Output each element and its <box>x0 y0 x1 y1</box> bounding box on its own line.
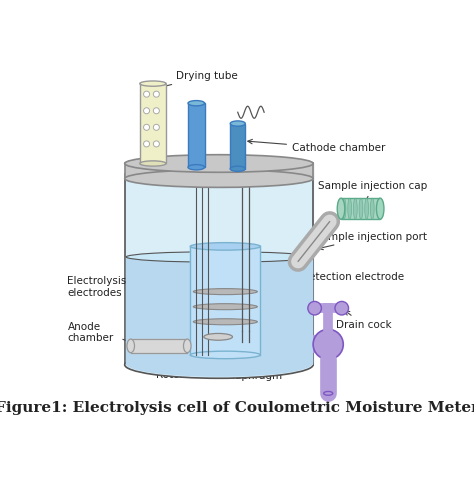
Ellipse shape <box>140 161 166 166</box>
Circle shape <box>144 124 150 130</box>
Circle shape <box>144 108 150 114</box>
Circle shape <box>154 141 159 147</box>
Ellipse shape <box>376 198 384 219</box>
Text: Cathode chamber: Cathode chamber <box>248 139 385 154</box>
Ellipse shape <box>190 242 260 250</box>
Text: Detection electrode: Detection electrode <box>254 271 404 285</box>
Text: Drying tube: Drying tube <box>161 71 237 88</box>
Ellipse shape <box>359 198 363 219</box>
Polygon shape <box>188 103 205 167</box>
Ellipse shape <box>190 351 260 359</box>
Ellipse shape <box>126 351 311 377</box>
Ellipse shape <box>337 198 345 219</box>
Ellipse shape <box>354 198 357 219</box>
Polygon shape <box>140 84 166 164</box>
Text: Sample injection cap: Sample injection cap <box>319 181 428 217</box>
Text: Electrolysis
electrodes: Electrolysis electrodes <box>67 276 127 298</box>
Text: Drain cock: Drain cock <box>336 311 392 330</box>
Ellipse shape <box>342 198 346 219</box>
Ellipse shape <box>125 351 313 378</box>
Ellipse shape <box>125 155 313 172</box>
Ellipse shape <box>125 170 313 187</box>
Text: Rotor: Rotor <box>156 369 184 380</box>
Ellipse shape <box>193 304 257 310</box>
Ellipse shape <box>183 339 191 353</box>
Text: Figure1: Electrolysis cell of Coulometric Moisture Meter: Figure1: Electrolysis cell of Coulometri… <box>0 401 474 415</box>
Ellipse shape <box>127 339 135 353</box>
Ellipse shape <box>348 198 352 219</box>
Circle shape <box>144 91 150 97</box>
Circle shape <box>154 91 159 97</box>
Circle shape <box>335 301 348 315</box>
Ellipse shape <box>230 166 245 171</box>
Ellipse shape <box>188 165 205 170</box>
Text: Sample injection port: Sample injection port <box>315 232 427 250</box>
Polygon shape <box>230 124 245 169</box>
Circle shape <box>308 301 321 315</box>
Ellipse shape <box>126 252 311 262</box>
Ellipse shape <box>193 319 257 325</box>
Ellipse shape <box>370 198 374 219</box>
Ellipse shape <box>324 392 333 395</box>
Circle shape <box>154 108 159 114</box>
Text: Diaphragm: Diaphragm <box>224 371 282 381</box>
Circle shape <box>144 141 150 147</box>
Ellipse shape <box>365 198 368 219</box>
Ellipse shape <box>193 289 257 295</box>
Ellipse shape <box>204 333 232 340</box>
Ellipse shape <box>140 81 166 86</box>
Circle shape <box>154 124 159 130</box>
Polygon shape <box>341 198 380 219</box>
Text: Anode
chamber: Anode chamber <box>67 322 114 343</box>
Ellipse shape <box>188 100 205 106</box>
Circle shape <box>313 329 343 359</box>
Ellipse shape <box>230 121 245 126</box>
